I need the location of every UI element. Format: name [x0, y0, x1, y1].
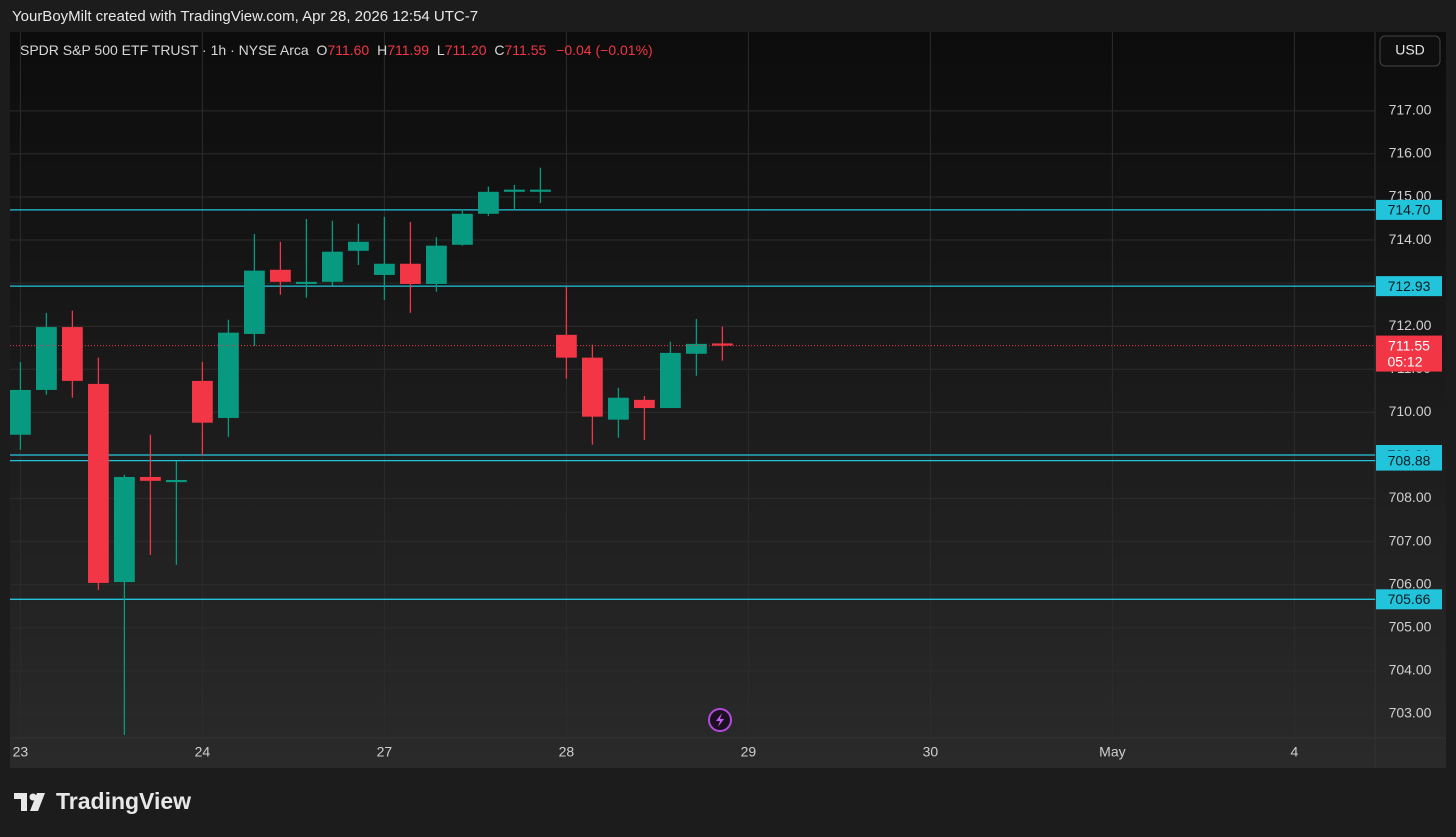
y-tick-label: 704.00: [1389, 662, 1432, 678]
candle-body: [634, 399, 655, 409]
y-tick-label: 717.00: [1389, 102, 1432, 118]
candle-body: [400, 263, 421, 284]
x-tick-label: 28: [559, 744, 575, 760]
level-label-box: [1376, 450, 1442, 471]
c-value: 711.55: [505, 42, 547, 58]
last-price-box: [1376, 335, 1442, 372]
level-label: 705.66: [1388, 591, 1431, 607]
level-label: 712.93: [1388, 278, 1431, 294]
y-tick-label: 710.00: [1389, 403, 1432, 419]
last-price-label: 711.55: [1388, 337, 1430, 353]
logo: TradingView: [14, 788, 191, 814]
candle-body: [686, 343, 707, 354]
candle-body: [504, 189, 525, 192]
y-tick-label: 703.00: [1389, 705, 1432, 721]
o-label: O: [317, 42, 328, 58]
currency[interactable]: USD: [1395, 42, 1425, 58]
candle-body: [192, 380, 213, 423]
level-label: 708.88: [1388, 452, 1431, 468]
x-tick-label: 30: [923, 744, 939, 760]
logo-dot: [29, 793, 37, 801]
x-tick-label: 27: [377, 744, 393, 760]
level-label-box: [1376, 589, 1442, 610]
level-label: 714.70: [1388, 202, 1431, 218]
level-label-box: [1376, 199, 1442, 220]
candle-body: [62, 327, 83, 381]
change: −0.04 (−0.01%): [556, 42, 653, 58]
candle-body: [218, 332, 239, 418]
y-tick-label: 707.00: [1389, 532, 1432, 548]
o-value: 711.60: [327, 42, 369, 58]
y-tick-label: 706.00: [1389, 575, 1432, 591]
candle-body: [322, 251, 343, 282]
candle-body: [244, 270, 265, 334]
candle-body: [114, 476, 135, 583]
candle-body: [10, 389, 31, 435]
candle-body: [660, 352, 681, 409]
x-tick-label: 23: [13, 744, 29, 760]
y-tick-label: 716.00: [1389, 145, 1432, 161]
x-tick-label: May: [1099, 744, 1125, 760]
y-tick-label: 714.00: [1389, 231, 1432, 247]
candle-body: [166, 479, 187, 483]
logo-mark: [14, 793, 45, 811]
credit: YourBoyMilt created with TradingView.com…: [12, 8, 478, 25]
countdown: 05:12: [1387, 353, 1422, 369]
x-tick-label: 4: [1291, 744, 1299, 760]
icon-bolt[interactable]: [716, 713, 724, 727]
y-tick-label: 708.00: [1389, 489, 1432, 505]
h-label: H: [377, 42, 387, 58]
lightning-icon[interactable]: [708, 708, 732, 732]
candle-body: [556, 334, 577, 358]
h-value: 711.99: [387, 42, 429, 58]
candle-body: [608, 397, 629, 420]
x-tick-label: 29: [741, 744, 757, 760]
candle-body: [270, 269, 291, 282]
currency-button[interactable]: USD: [1379, 35, 1441, 67]
l-label: L: [437, 42, 445, 58]
y-tick-label: 705.00: [1389, 618, 1432, 634]
l-value: 711.20: [445, 42, 487, 58]
candle-body: [452, 213, 473, 245]
candle-body: [374, 263, 395, 275]
logo-text: TradingView: [56, 788, 191, 814]
level-label-box: [1376, 276, 1442, 297]
c-label: C: [494, 42, 504, 58]
x-tick-label: 24: [195, 744, 211, 760]
legend: SPDR S&P 500 ETF TRUST · 1h · NYSE Arca …: [20, 42, 653, 58]
candle-body: [478, 191, 499, 214]
symbol: SPDR S&P 500 ETF TRUST · 1h · NYSE Arca: [20, 42, 309, 58]
y-tick-label: 712.00: [1389, 317, 1432, 333]
candle-body: [140, 476, 161, 481]
candle-body: [296, 281, 317, 284]
candle-body: [36, 327, 57, 390]
candle-body: [530, 189, 551, 192]
y-tick-label: 715.00: [1389, 188, 1432, 204]
candle-body: [88, 383, 109, 583]
currency-box[interactable]: [1379, 35, 1441, 67]
candle-body: [348, 241, 369, 251]
plot: 703.00704.00705.00706.00707.00708.00709.…: [10, 32, 1442, 760]
candle-body: [712, 343, 733, 346]
candle-body: [426, 245, 447, 284]
candle-body: [582, 357, 603, 417]
chart-area: [10, 32, 1446, 768]
